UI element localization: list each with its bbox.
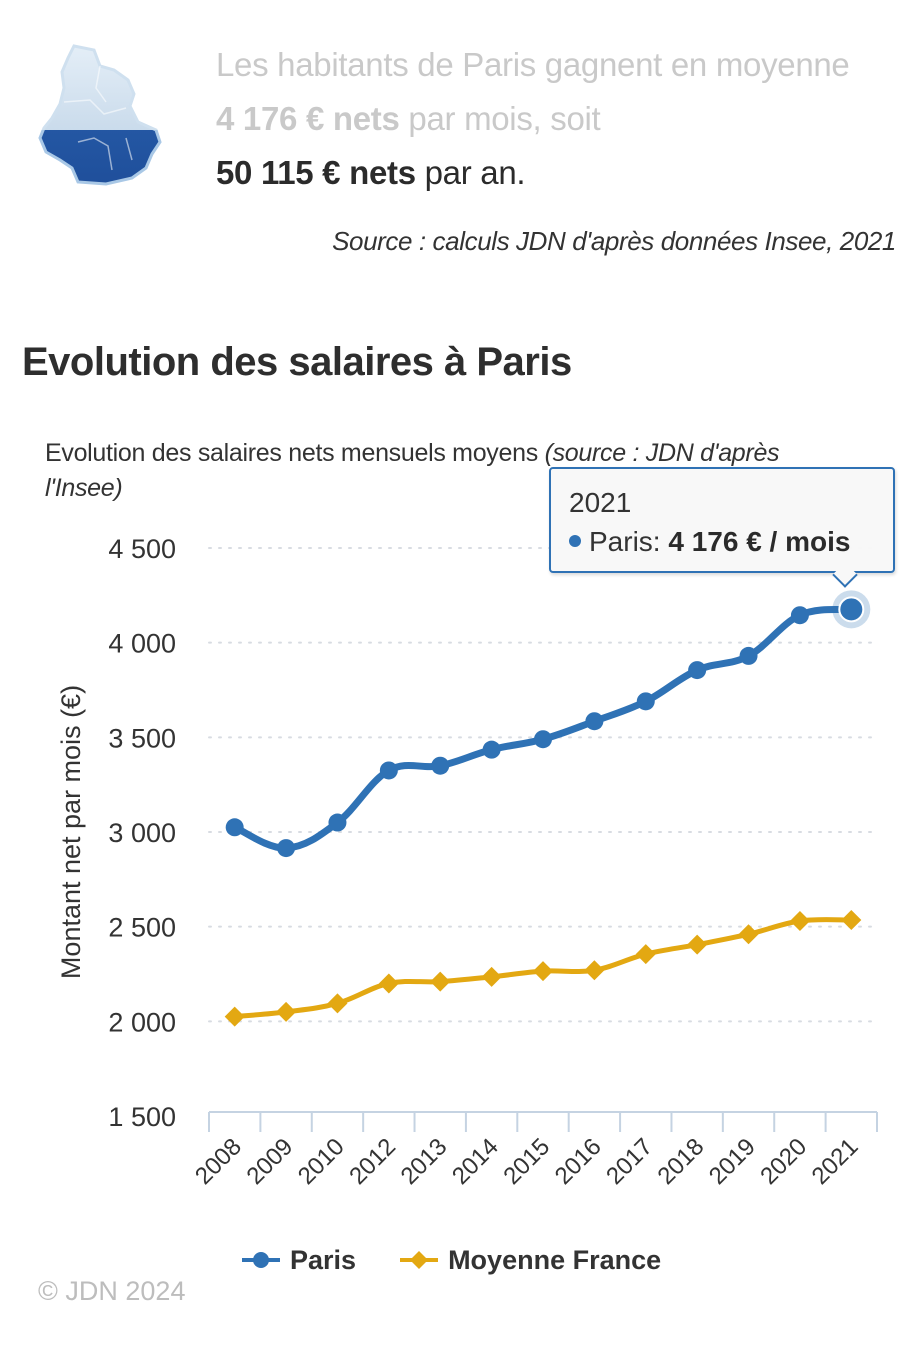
annual-salary-value: 50 115 € nets bbox=[216, 154, 416, 191]
data-point-moyenne-france bbox=[481, 966, 502, 987]
data-point-moyenne-france bbox=[841, 910, 862, 931]
chart-title: Evolution des salaires nets mensuels moy… bbox=[45, 436, 785, 506]
data-point-paris bbox=[379, 761, 398, 780]
data-point-moyenne-france bbox=[276, 1001, 297, 1022]
series-group bbox=[224, 590, 871, 1027]
y-tick-label: 2 500 bbox=[108, 913, 176, 943]
data-point-paris bbox=[277, 839, 296, 858]
tooltip-series-dot-icon bbox=[569, 535, 581, 547]
legend-label-paris: Paris bbox=[290, 1244, 357, 1275]
tooltip-value: 4 176 € / mois bbox=[668, 526, 851, 557]
data-point-paris bbox=[739, 646, 758, 665]
intro-text-before: Les habitants de Paris gagnent en moyenn… bbox=[216, 46, 850, 83]
tooltip-year: 2021 bbox=[569, 487, 632, 518]
y-axis-tick-labels: 1 500 2 000 2 500 3 000 3 500 4 000 4 500 bbox=[108, 534, 176, 1132]
y-tick-label: 3 500 bbox=[108, 723, 176, 753]
data-point-moyenne-france bbox=[378, 973, 399, 994]
x-tick-label: 2010 bbox=[293, 1133, 350, 1190]
data-point-paris bbox=[688, 661, 707, 680]
data-point-moyenne-france bbox=[635, 944, 656, 965]
chart-legend: Paris Moyenne France bbox=[242, 1240, 661, 1280]
chart-title-main: Evolution des salaires nets mensuels moy… bbox=[45, 439, 538, 467]
x-tick-label: 2020 bbox=[755, 1133, 812, 1190]
x-tick-label: 2015 bbox=[498, 1133, 555, 1190]
x-tick-label: 2014 bbox=[447, 1133, 504, 1190]
intro-text-after: par an. bbox=[415, 154, 526, 191]
source-note: Source : calculs JDN d'après données Ins… bbox=[332, 226, 896, 256]
data-point-paris bbox=[838, 596, 865, 623]
data-point-paris bbox=[328, 813, 347, 832]
x-axis bbox=[208, 1111, 878, 1132]
y-tick-label: 3 000 bbox=[108, 818, 176, 848]
x-tick-label: 2013 bbox=[396, 1133, 453, 1190]
legend-paris-circle-marker-icon bbox=[242, 1252, 280, 1268]
legend-item-moyenne-france[interactable]: Moyenne France bbox=[400, 1245, 661, 1276]
tooltip-series-line: Paris: 4 176 € / mois bbox=[569, 526, 850, 558]
data-point-moyenne-france bbox=[224, 1006, 245, 1027]
data-point-paris bbox=[585, 712, 604, 731]
legend-item-paris[interactable]: Paris bbox=[242, 1245, 356, 1276]
data-point-paris bbox=[225, 818, 244, 837]
data-point-moyenne-france bbox=[430, 971, 451, 992]
data-point-moyenne-france bbox=[687, 934, 708, 955]
data-point-paris bbox=[534, 730, 552, 749]
y-tick-label: 4 500 bbox=[108, 534, 176, 564]
x-axis-tick-labels: 2008200920102012201320142015201620172018… bbox=[190, 1133, 863, 1190]
data-point-moyenne-france bbox=[789, 910, 810, 931]
x-tick-label: 2012 bbox=[344, 1133, 401, 1190]
data-point-moyenne-france bbox=[738, 924, 759, 945]
y-tick-label: 2 000 bbox=[108, 1007, 176, 1037]
data-point-moyenne-france bbox=[327, 993, 348, 1014]
data-point-paris bbox=[636, 692, 655, 711]
tooltip-series-label: Paris: bbox=[589, 526, 669, 557]
data-point-moyenne-france bbox=[533, 961, 553, 982]
x-tick-label: 2021 bbox=[807, 1133, 864, 1190]
x-tick-label: 2018 bbox=[653, 1133, 710, 1190]
intro-text-middle: par mois, soit bbox=[399, 100, 601, 137]
section-title: Evolution des salaires à Paris bbox=[22, 340, 572, 384]
data-point-moyenne-france bbox=[584, 960, 605, 981]
legend-france-diamond-marker-icon bbox=[400, 1251, 439, 1269]
y-axis-label: Montant net par mois (€) bbox=[56, 685, 86, 979]
paris-region-map-icon bbox=[38, 44, 162, 186]
x-tick-label: 2017 bbox=[601, 1133, 658, 1190]
x-tick-label: 2009 bbox=[241, 1133, 298, 1190]
monthly-salary-value: 4 176 € nets bbox=[216, 100, 400, 137]
data-point-paris bbox=[790, 606, 809, 625]
legend-label-moyenne-france: Moyenne France bbox=[448, 1244, 662, 1275]
y-tick-label: 1 500 bbox=[108, 1102, 176, 1132]
series-line-paris bbox=[231, 605, 855, 852]
x-tick-label: 2016 bbox=[550, 1133, 607, 1190]
y-tick-label: 4 000 bbox=[108, 629, 176, 659]
gridlines bbox=[208, 547, 878, 1023]
data-point-paris bbox=[482, 740, 501, 759]
chart-title-source: (source : JDN d'après l'Insee) bbox=[45, 439, 780, 502]
data-point-paris bbox=[431, 756, 450, 775]
data-tooltip: 2021 Paris: 4 176 € / mois bbox=[549, 467, 895, 573]
copyright: © JDN 2024 bbox=[38, 1276, 186, 1306]
salary-intro-text: Les habitants de Paris gagnent en moyenn… bbox=[216, 38, 876, 200]
x-tick-label: 2008 bbox=[190, 1133, 247, 1190]
x-tick-label: 2019 bbox=[704, 1133, 761, 1190]
